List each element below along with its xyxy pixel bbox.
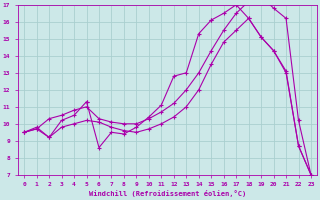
X-axis label: Windchill (Refroidissement éolien,°C): Windchill (Refroidissement éolien,°C): [89, 190, 246, 197]
